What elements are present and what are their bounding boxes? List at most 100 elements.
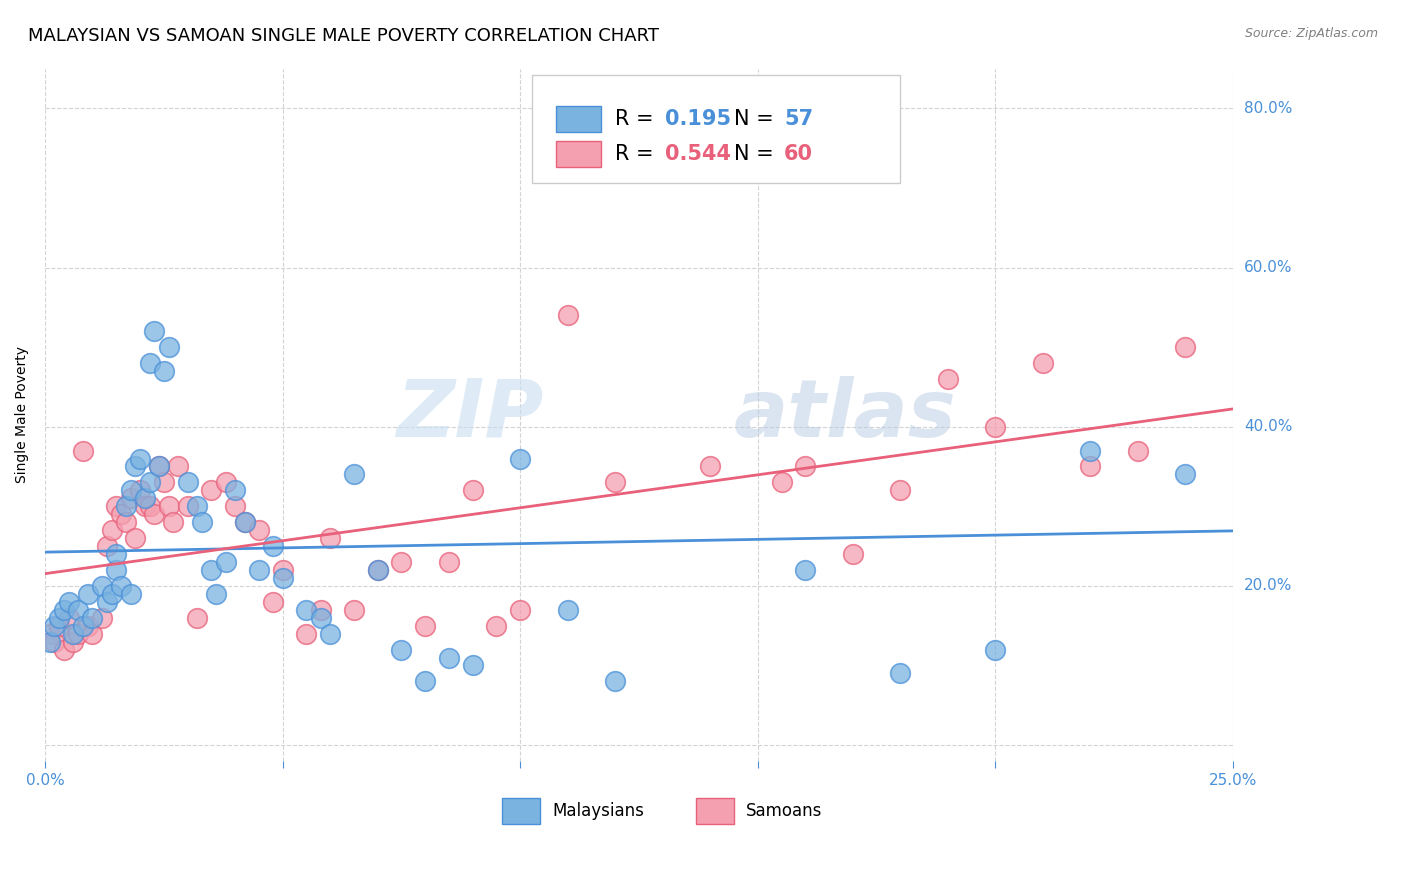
Point: [62, 634, 84, 648]
Point: [437, 555, 460, 569]
Point: [48, 618, 70, 632]
Point: [1174, 340, 1197, 354]
Point: [110, 508, 132, 522]
Point: [91, 579, 114, 593]
Text: Source: ZipAtlas.com: Source: ZipAtlas.com: [1244, 27, 1378, 40]
Point: [96, 595, 118, 609]
Text: 80.0%: 80.0%: [1244, 101, 1292, 116]
Point: [38, 626, 60, 640]
Text: Malaysians: Malaysians: [553, 802, 644, 820]
Point: [124, 531, 146, 545]
Point: [191, 515, 214, 529]
Point: [67, 603, 90, 617]
Point: [124, 459, 146, 474]
Point: [1126, 443, 1149, 458]
Point: [262, 539, 284, 553]
Text: 0.195: 0.195: [665, 109, 731, 129]
Point: [100, 523, 122, 537]
Point: [129, 483, 152, 498]
Point: [367, 563, 389, 577]
Point: [138, 356, 160, 370]
Bar: [555, 141, 600, 167]
Point: [62, 626, 84, 640]
Point: [984, 642, 1007, 657]
Text: 57: 57: [785, 109, 813, 129]
Point: [82, 611, 104, 625]
Point: [72, 618, 94, 632]
Point: [224, 500, 246, 514]
Point: [295, 603, 318, 617]
Point: [53, 642, 76, 657]
Point: [152, 475, 174, 490]
Point: [58, 611, 80, 625]
Point: [557, 603, 579, 617]
Point: [509, 451, 531, 466]
Point: [96, 539, 118, 553]
Point: [247, 523, 270, 537]
Point: [309, 611, 332, 625]
Point: [605, 475, 627, 490]
Point: [138, 500, 160, 514]
Text: MALAYSIAN VS SAMOAN SINGLE MALE POVERTY CORRELATION CHART: MALAYSIAN VS SAMOAN SINGLE MALE POVERTY …: [28, 27, 659, 45]
Point: [120, 587, 142, 601]
Point: [794, 563, 817, 577]
Point: [1080, 459, 1102, 474]
Point: [76, 587, 98, 601]
Point: [509, 603, 531, 617]
Point: [148, 459, 170, 474]
Point: [271, 563, 294, 577]
Point: [699, 101, 721, 115]
Point: [309, 603, 332, 617]
Point: [138, 475, 160, 490]
Point: [605, 674, 627, 689]
Point: [167, 459, 190, 474]
Point: [233, 515, 256, 529]
Point: [770, 475, 793, 490]
Point: [485, 618, 508, 632]
Point: [319, 626, 342, 640]
Point: [1174, 467, 1197, 482]
Text: Samoans: Samoans: [747, 802, 823, 820]
Bar: [555, 106, 600, 132]
Point: [76, 618, 98, 632]
Point: [134, 491, 156, 506]
Text: atlas: atlas: [734, 376, 956, 454]
Point: [437, 650, 460, 665]
Point: [44, 634, 66, 648]
Point: [176, 475, 198, 490]
Point: [200, 483, 222, 498]
Point: [100, 587, 122, 601]
Point: [699, 459, 721, 474]
Point: [343, 467, 366, 482]
Point: [214, 555, 236, 569]
Point: [461, 483, 484, 498]
Point: [143, 324, 166, 338]
Point: [461, 658, 484, 673]
Point: [389, 642, 412, 657]
Point: [134, 500, 156, 514]
Point: [120, 483, 142, 498]
Point: [200, 563, 222, 577]
Point: [148, 459, 170, 474]
Bar: [696, 797, 734, 824]
FancyBboxPatch shape: [531, 76, 900, 183]
Bar: [502, 797, 540, 824]
Point: [205, 587, 228, 601]
Point: [889, 666, 911, 681]
Text: 20.0%: 20.0%: [1244, 578, 1292, 593]
Text: ZIP: ZIP: [396, 376, 544, 454]
Point: [67, 626, 90, 640]
Point: [262, 595, 284, 609]
Point: [889, 483, 911, 498]
Point: [48, 611, 70, 625]
Point: [105, 500, 128, 514]
Point: [936, 372, 959, 386]
Text: 40.0%: 40.0%: [1244, 419, 1292, 434]
Point: [176, 500, 198, 514]
Text: 60.0%: 60.0%: [1244, 260, 1292, 275]
Point: [44, 618, 66, 632]
Point: [1080, 443, 1102, 458]
Point: [72, 443, 94, 458]
Point: [186, 500, 208, 514]
Point: [842, 547, 865, 561]
